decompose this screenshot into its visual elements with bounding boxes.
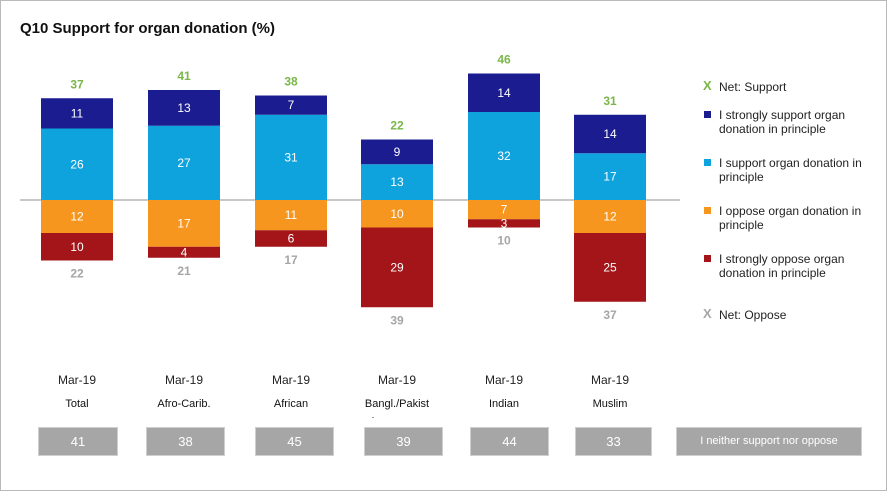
bar-oppose (361, 200, 433, 228)
bar-strongly_oppose (255, 230, 327, 247)
bar-oppose (255, 200, 327, 231)
data-label-support: 27 (177, 156, 191, 170)
bar-strongly_support (574, 114, 646, 154)
data-label-support: 26 (70, 157, 84, 171)
legend-x-marker: X (703, 306, 712, 321)
bar-strongly_oppose (574, 233, 646, 302)
category-label: Bangl./Pakist (365, 398, 429, 410)
category-label: Total (65, 398, 88, 410)
data-label-strongly_oppose: 3 (501, 216, 508, 230)
data-label-oppose: 17 (177, 216, 191, 230)
legend-label: I strongly oppose organ donation in prin… (719, 252, 845, 280)
neither-label-box: I neither support nor oppose (676, 427, 862, 456)
bar-strongly_oppose (148, 246, 220, 258)
bar-support (41, 128, 113, 200)
data-label-support: 32 (497, 149, 511, 163)
neither-value-box: 33 (575, 427, 652, 456)
data-label-strongly_oppose: 4 (181, 245, 188, 259)
net-support-label: 38 (284, 75, 298, 89)
net-oppose-label: 22 (70, 267, 84, 281)
net-support-label: 31 (603, 94, 617, 108)
net-support-label: 37 (70, 77, 84, 91)
neither-value-box: 44 (470, 427, 549, 456)
bar-support (574, 153, 646, 200)
data-label-strongly_support: 7 (288, 98, 295, 112)
neither-value-box: 41 (38, 427, 118, 456)
legend-label: I support organ donation in principle (719, 156, 862, 184)
data-label-support: 13 (390, 175, 404, 189)
net-oppose-label: 37 (603, 308, 617, 322)
bar-strongly_support (361, 139, 433, 165)
data-label-strongly_oppose: 29 (390, 260, 404, 274)
category-label: Afro-Carib. (157, 398, 210, 410)
category-suffix: . (372, 410, 375, 420)
bar-support (255, 114, 327, 200)
net-oppose-label: 39 (390, 313, 404, 327)
bar-strongly_oppose (41, 233, 113, 261)
neither-value-box: 38 (146, 427, 225, 456)
period-label: Mar-19 (591, 373, 629, 387)
net-oppose-label: 10 (497, 234, 511, 248)
data-label-oppose: 7 (501, 203, 508, 217)
bar-strongly_oppose (361, 227, 433, 308)
bar-support (361, 164, 433, 200)
period-label: Mar-19 (165, 373, 203, 387)
category-label: African (274, 398, 308, 410)
data-label-strongly_oppose: 6 (288, 232, 295, 246)
bar-strongly_support (468, 73, 540, 112)
legend-swatch (704, 255, 711, 262)
period-label: Mar-19 (485, 373, 523, 387)
bar-oppose (148, 200, 220, 247)
legend-x-marker: X (703, 78, 712, 93)
category-label: Muslim (593, 398, 628, 410)
legend-label: Net: Oppose (719, 308, 787, 322)
net-oppose-label: 21 (177, 264, 191, 278)
data-label-oppose: 12 (70, 210, 84, 224)
data-label-oppose: 11 (285, 208, 298, 222)
net-support-label: 41 (177, 69, 191, 83)
legend-label: I oppose organ donation in principle (719, 204, 862, 232)
bar-support (148, 125, 220, 200)
data-label-strongly_support: 14 (603, 127, 617, 141)
neither-value-box: 45 (255, 427, 334, 456)
period-label: Mar-19 (58, 373, 96, 387)
bar-support (468, 112, 540, 200)
bar-strongly_support (148, 90, 220, 126)
period-label: Mar-19 (378, 373, 416, 387)
data-label-strongly_oppose: 25 (603, 260, 617, 274)
bar-oppose (574, 200, 646, 233)
bar-oppose (41, 200, 113, 233)
legend-swatch (704, 207, 711, 214)
data-label-oppose: 10 (390, 207, 404, 221)
net-support-label: 22 (390, 119, 404, 133)
category-label: Indian (489, 398, 519, 410)
net-oppose-label: 17 (284, 253, 298, 267)
legend-label: I strongly support organ donation in pri… (719, 108, 846, 136)
data-label-oppose: 12 (603, 210, 617, 224)
data-label-strongly_support: 9 (394, 145, 401, 159)
bar-strongly_support (41, 98, 113, 129)
bar-oppose (468, 200, 540, 220)
legend-swatch (704, 111, 711, 118)
bar-strongly_support (255, 95, 327, 115)
data-label-support: 31 (284, 150, 298, 164)
legend-label: Net: Support (719, 80, 787, 94)
data-label-strongly_support: 13 (177, 101, 191, 115)
bar-strongly_oppose (468, 219, 540, 228)
period-label: Mar-19 (272, 373, 310, 387)
data-label-strongly_support: 14 (497, 86, 511, 100)
legend-swatch (704, 159, 711, 166)
data-label-strongly_support: 11 (71, 106, 84, 120)
neither-value-box: 39 (364, 427, 443, 456)
data-label-strongly_oppose: 10 (70, 240, 84, 254)
net-support-label: 46 (497, 53, 511, 67)
chart-title: Q10 Support for organ donation (%) (20, 20, 275, 37)
data-label-support: 17 (603, 170, 617, 184)
